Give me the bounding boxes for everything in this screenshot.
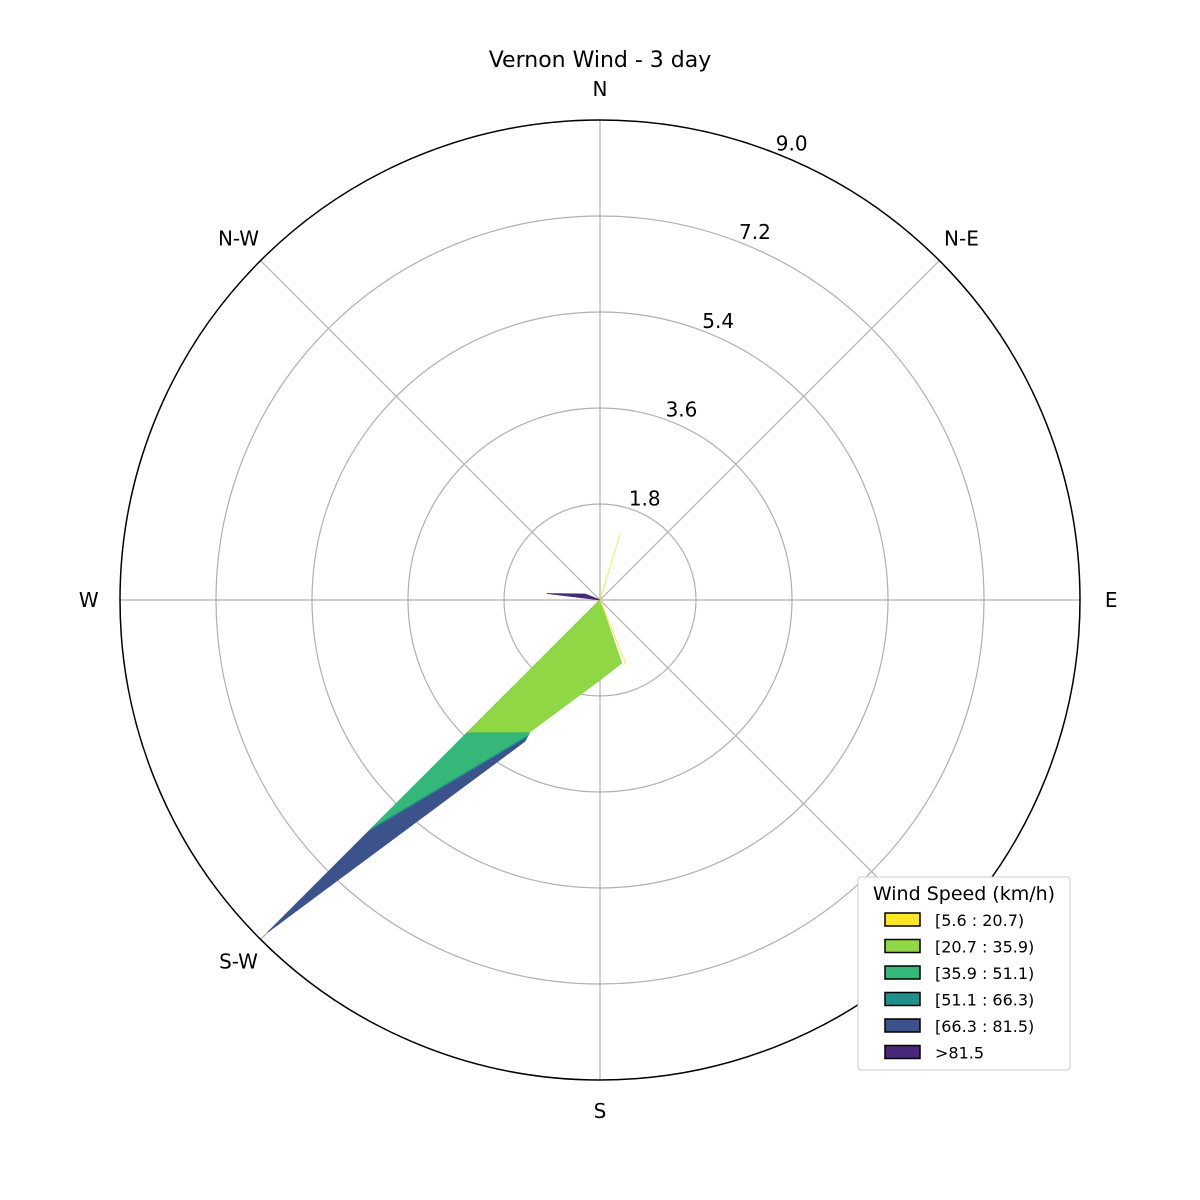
legend: Wind Speed (km/h) [5.6 : 20.7) [20.7 : 35… — [857, 876, 1071, 1071]
legend-entry-label: >81.5 — [935, 1044, 984, 1063]
grid-spoke — [260, 260, 601, 601]
direction-label-e: E — [1105, 588, 1118, 612]
legend-entry-label: [35.9 : 51.1) — [935, 964, 1034, 983]
radial-tick-label: 3.6 — [666, 398, 698, 422]
radial-tick-label: 1.8 — [629, 486, 661, 510]
radial-tick-label: 9.0 — [776, 132, 808, 156]
direction-label-n: N — [593, 77, 608, 101]
legend-entry-label: [5.6 : 20.7) — [935, 911, 1024, 930]
direction-label-s: S — [594, 1099, 607, 1123]
legend-swatch — [884, 938, 921, 954]
legend-swatch — [884, 1044, 921, 1060]
direction-label-s-w: S-W — [219, 949, 258, 973]
legend-swatch — [884, 965, 921, 980]
legend-swatch — [884, 1018, 921, 1033]
radial-tick-label: 7.2 — [739, 220, 771, 244]
legend-swatch — [884, 912, 921, 927]
petal-8fd744 — [467, 599, 623, 733]
direction-label-n-w: N-W — [218, 227, 259, 251]
grid-spoke — [599, 260, 940, 601]
legend-swatch — [884, 991, 921, 1007]
chart-title: Vernon Wind - 3 day — [489, 48, 712, 73]
legend-entry-label: [66.3 : 81.5) — [935, 1017, 1034, 1036]
petal-482878 — [546, 593, 601, 601]
direction-label-n-e: N-E — [944, 227, 979, 251]
radial-tick-labels: 1.8 3.6 5.4 7.2 9.0 — [629, 132, 808, 511]
legend-entries: [5.6 : 20.7) [20.7 : 35.9) [35.9 : 51.1) [5… — [884, 911, 1034, 1063]
legend-title: Wind Speed (km/h) — [873, 883, 1055, 905]
legend-entry-label: [51.1 : 66.3) — [935, 991, 1034, 1010]
direction-label-w: W — [79, 588, 99, 612]
petal-fde725 — [599, 533, 627, 665]
wind-petals — [267, 533, 627, 933]
legend-entry-label: [20.7 : 35.9) — [935, 938, 1034, 957]
radial-tick-label: 5.4 — [702, 309, 734, 333]
outer-ring — [119, 119, 1081, 1081]
